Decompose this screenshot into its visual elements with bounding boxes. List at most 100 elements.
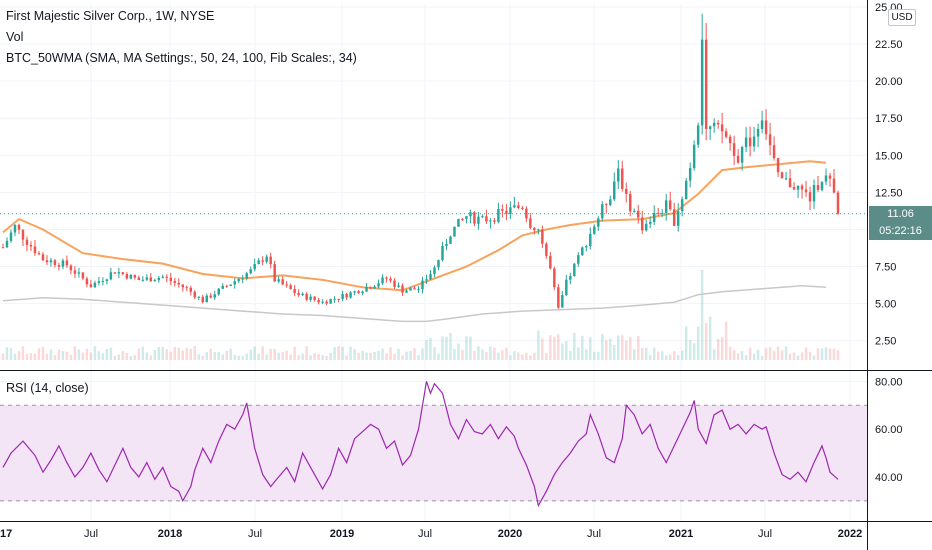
candle-body[interactable] xyxy=(413,288,416,290)
candle-body[interactable] xyxy=(429,274,432,280)
candle-body[interactable] xyxy=(473,212,476,224)
candle-body[interactable] xyxy=(644,223,648,231)
candle-body[interactable] xyxy=(692,144,696,169)
candle-body[interactable] xyxy=(169,277,173,282)
candle-body[interactable] xyxy=(792,187,796,190)
candle-body[interactable] xyxy=(728,136,732,144)
candle-body[interactable] xyxy=(425,279,428,281)
candle-body[interactable] xyxy=(517,205,520,208)
candle-body[interactable] xyxy=(233,281,236,285)
candle-body[interactable] xyxy=(409,288,412,291)
candle-body[interactable] xyxy=(629,193,632,212)
candle-body[interactable] xyxy=(577,255,580,264)
candle-body[interactable] xyxy=(501,209,504,211)
candle-body[interactable] xyxy=(241,278,244,280)
candle-body[interactable] xyxy=(129,274,133,279)
candle-body[interactable] xyxy=(744,137,748,148)
candle-body[interactable] xyxy=(113,272,117,274)
candle-body[interactable] xyxy=(405,290,408,293)
candle-body[interactable] xyxy=(85,278,89,285)
candle-body[interactable] xyxy=(772,145,776,159)
candle-body[interactable] xyxy=(752,136,756,147)
candle-body[interactable] xyxy=(289,285,292,290)
candle-body[interactable] xyxy=(337,298,340,300)
candle-body[interactable] xyxy=(824,175,828,182)
candle-body[interactable] xyxy=(257,260,260,264)
candle-body[interactable] xyxy=(441,245,444,261)
candle-body[interactable] xyxy=(796,185,800,190)
candle-body[interactable] xyxy=(189,287,193,292)
candle-body[interactable] xyxy=(509,207,512,215)
candle-body[interactable] xyxy=(569,276,572,280)
candle-body[interactable] xyxy=(397,285,400,287)
candle-body[interactable] xyxy=(461,218,464,220)
candle-body[interactable] xyxy=(808,192,812,202)
candle-body[interactable] xyxy=(145,277,149,280)
candle-body[interactable] xyxy=(469,212,472,217)
candle-body[interactable] xyxy=(812,184,816,202)
candle-body[interactable] xyxy=(193,291,197,298)
candle-body[interactable] xyxy=(732,143,736,156)
candle-body[interactable] xyxy=(553,268,556,288)
candle-body[interactable] xyxy=(9,232,13,241)
candle-body[interactable] xyxy=(505,210,508,215)
candle-body[interactable] xyxy=(149,277,153,282)
candle-body[interactable] xyxy=(836,192,840,214)
candle-body[interactable] xyxy=(53,260,57,266)
candle-body[interactable] xyxy=(565,279,568,296)
candle-body[interactable] xyxy=(393,280,396,287)
candle-body[interactable] xyxy=(457,218,460,227)
candle-body[interactable] xyxy=(205,295,208,303)
candle-body[interactable] xyxy=(369,287,372,289)
candle-body[interactable] xyxy=(477,216,480,224)
candle-body[interactable] xyxy=(696,125,700,145)
candle-body[interactable] xyxy=(493,220,496,222)
candle-body[interactable] xyxy=(213,294,216,298)
candle-body[interactable] xyxy=(297,292,300,296)
candle-body[interactable] xyxy=(37,253,41,255)
candle-body[interactable] xyxy=(161,276,165,278)
candle-body[interactable] xyxy=(652,212,656,222)
candle-body[interactable] xyxy=(720,124,724,132)
candle-body[interactable] xyxy=(209,295,212,298)
candle-body[interactable] xyxy=(13,224,17,233)
candle-body[interactable] xyxy=(648,221,652,224)
candle-body[interactable] xyxy=(800,185,804,190)
candle-body[interactable] xyxy=(589,233,592,247)
candle-body[interactable] xyxy=(465,216,468,219)
candle-body[interactable] xyxy=(25,239,29,245)
candle-body[interactable] xyxy=(293,289,296,293)
candle-body[interactable] xyxy=(373,286,376,289)
candle-body[interactable] xyxy=(57,265,61,267)
candle-body[interactable] xyxy=(656,212,660,214)
candle-body[interactable] xyxy=(245,273,248,279)
candle-body[interactable] xyxy=(201,296,204,303)
rsi-legend[interactable]: RSI (14, close) xyxy=(6,381,89,395)
chart-title[interactable]: First Majestic Silver Corp., 1W, NYSE xyxy=(6,9,215,23)
candle-body[interactable] xyxy=(557,287,560,308)
candle-body[interactable] xyxy=(185,287,189,289)
candle-body[interactable] xyxy=(784,178,788,180)
candle-body[interactable] xyxy=(708,126,712,129)
candle-body[interactable] xyxy=(137,277,141,281)
candle-body[interactable] xyxy=(617,168,620,182)
candle-body[interactable] xyxy=(573,263,576,277)
candle-body[interactable] xyxy=(353,291,356,293)
candle-body[interactable] xyxy=(321,301,324,303)
candle-body[interactable] xyxy=(585,246,588,248)
currency-badge[interactable]: USD xyxy=(888,9,916,26)
candle-body[interactable] xyxy=(601,204,604,219)
candle-body[interactable] xyxy=(333,298,336,300)
candle-body[interactable] xyxy=(676,211,680,226)
candle-body[interactable] xyxy=(688,168,692,181)
candle-body[interactable] xyxy=(365,287,368,292)
candle-body[interactable] xyxy=(157,277,161,281)
candle-body[interactable] xyxy=(593,226,596,234)
candle-body[interactable] xyxy=(828,175,832,179)
candles[interactable] xyxy=(1,13,840,310)
candle-body[interactable] xyxy=(740,147,744,163)
candle-body[interactable] xyxy=(672,209,676,226)
candle-body[interactable] xyxy=(65,260,69,266)
candle-body[interactable] xyxy=(637,210,640,218)
